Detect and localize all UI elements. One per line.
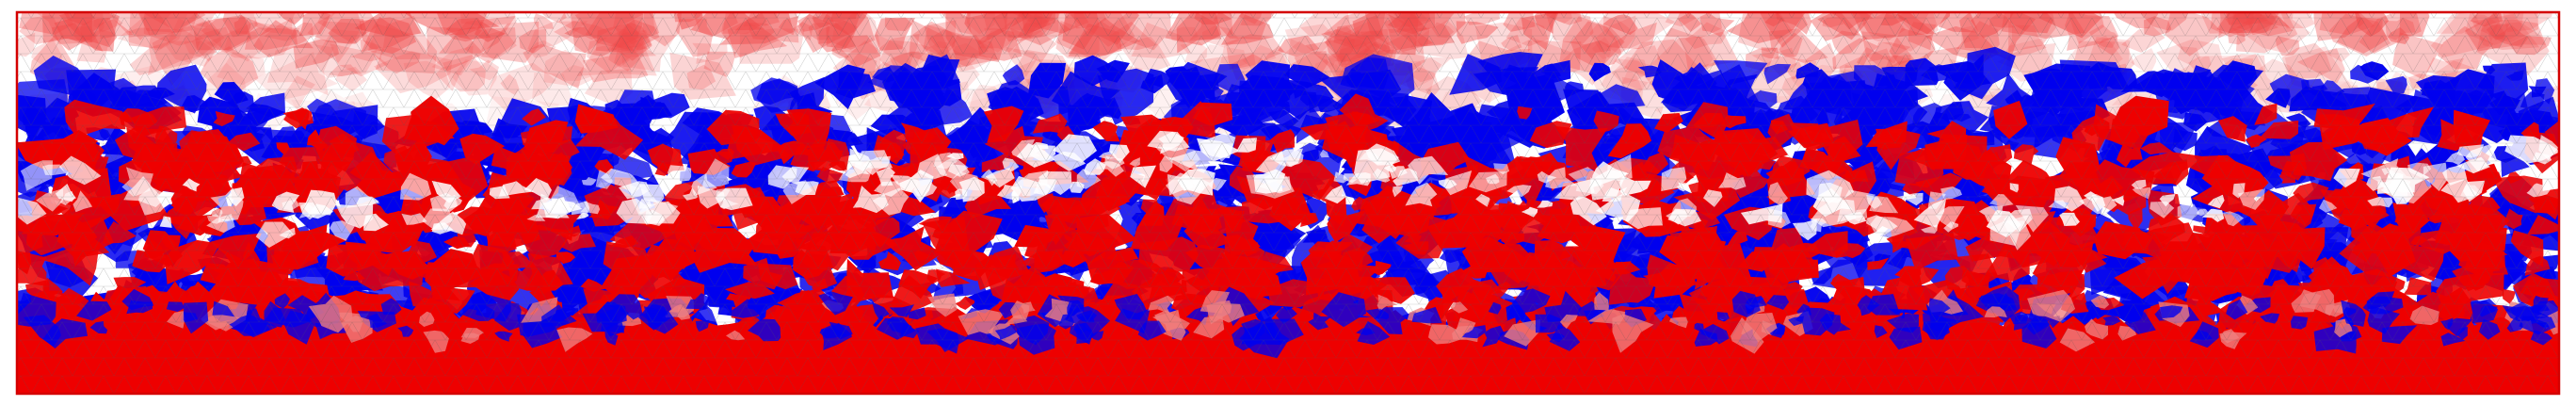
frame-border [15, 10, 2561, 396]
mesh-overlay [17, 12, 2559, 394]
